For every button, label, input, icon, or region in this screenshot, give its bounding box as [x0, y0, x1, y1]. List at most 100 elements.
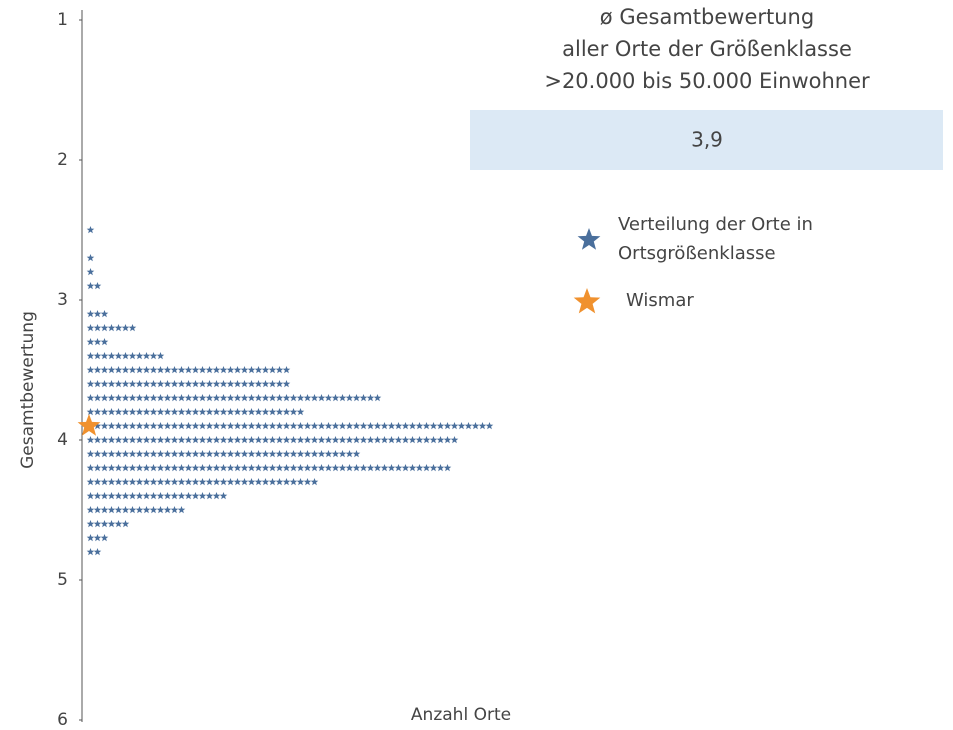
star — [163, 436, 172, 444]
star — [408, 464, 417, 472]
x-axis-title: Anzahl Orte — [411, 705, 511, 725]
star — [219, 436, 228, 444]
star — [240, 380, 249, 388]
star — [191, 450, 200, 458]
star — [471, 422, 480, 430]
star — [233, 436, 242, 444]
star — [359, 394, 368, 402]
star — [149, 408, 158, 416]
star — [149, 352, 158, 360]
star — [191, 380, 200, 388]
star — [394, 422, 403, 430]
star — [254, 464, 263, 472]
star — [93, 324, 102, 332]
star — [135, 506, 144, 514]
star — [366, 464, 375, 472]
star — [310, 478, 319, 486]
star — [310, 422, 319, 430]
star — [93, 520, 102, 528]
star — [226, 380, 235, 388]
star — [135, 436, 144, 444]
star — [100, 436, 109, 444]
star — [296, 436, 305, 444]
star — [373, 464, 382, 472]
star — [240, 366, 249, 374]
star — [366, 422, 375, 430]
star — [296, 478, 305, 486]
star — [303, 464, 312, 472]
star — [86, 366, 95, 374]
star — [345, 436, 354, 444]
star — [261, 450, 270, 458]
star — [429, 436, 438, 444]
star — [436, 436, 445, 444]
star — [121, 394, 130, 402]
star — [107, 352, 116, 360]
star — [380, 464, 389, 472]
star — [331, 450, 340, 458]
star — [436, 464, 445, 472]
star — [163, 380, 172, 388]
star — [212, 408, 221, 416]
star — [352, 394, 361, 402]
star — [233, 450, 242, 458]
star — [317, 422, 326, 430]
star — [121, 408, 130, 416]
star — [156, 464, 165, 472]
star — [261, 478, 270, 486]
star — [422, 422, 431, 430]
star — [387, 436, 396, 444]
star — [219, 450, 228, 458]
star — [114, 366, 123, 374]
star — [156, 380, 165, 388]
star-row — [86, 422, 494, 430]
y-tick-label: 1 — [57, 10, 68, 30]
star — [240, 408, 249, 416]
star — [191, 464, 200, 472]
star — [149, 380, 158, 388]
star — [86, 394, 95, 402]
star — [93, 366, 102, 374]
star — [170, 380, 179, 388]
star — [233, 394, 242, 402]
star — [429, 422, 438, 430]
y-tick-label: 2 — [57, 150, 68, 170]
star — [275, 464, 284, 472]
star — [268, 394, 277, 402]
y-tick-label: 3 — [57, 290, 68, 310]
star — [289, 450, 298, 458]
star — [100, 450, 109, 458]
star — [86, 478, 95, 486]
star-row — [86, 506, 186, 514]
star — [149, 492, 158, 500]
star — [212, 380, 221, 388]
star — [226, 394, 235, 402]
star — [184, 464, 193, 472]
star-row — [86, 548, 102, 556]
star — [142, 408, 151, 416]
star — [289, 422, 298, 430]
star — [86, 548, 95, 556]
star — [114, 436, 123, 444]
star — [86, 268, 95, 276]
star — [338, 394, 347, 402]
star — [198, 478, 207, 486]
star — [163, 408, 172, 416]
star — [443, 436, 452, 444]
star — [114, 478, 123, 486]
star — [198, 408, 207, 416]
y-axis-title: Gesamtbewertung — [18, 311, 38, 469]
star — [100, 380, 109, 388]
star — [177, 478, 186, 486]
star — [198, 394, 207, 402]
star — [107, 464, 116, 472]
star — [128, 436, 137, 444]
star — [93, 534, 102, 542]
average-value: 3,9 — [691, 128, 723, 152]
star — [156, 450, 165, 458]
star — [86, 408, 95, 416]
star — [128, 478, 137, 486]
star — [135, 394, 144, 402]
star — [114, 422, 123, 430]
star — [163, 394, 172, 402]
